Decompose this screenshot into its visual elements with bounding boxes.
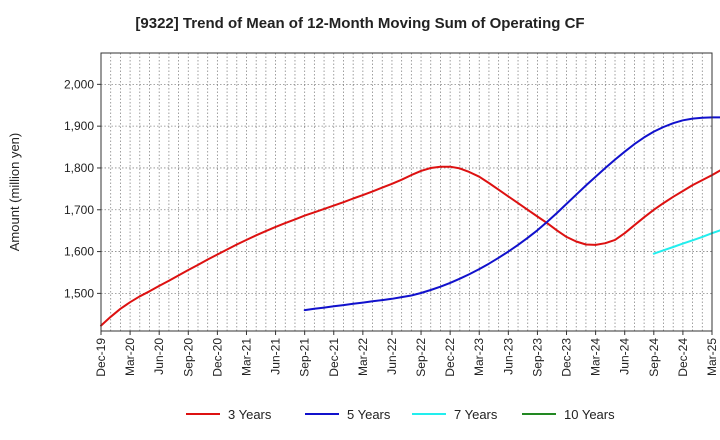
grid-lines [101,53,712,331]
y-tick-label: 1,700 [64,203,94,217]
x-tick-label: Dec-23 [560,338,574,377]
x-tick-label: Mar-20 [123,338,137,376]
series-layer [100,116,720,327]
y-tick-label: 1,500 [64,286,94,300]
x-tick-label: Mar-23 [472,338,486,376]
x-tick-label: Sep-24 [647,338,661,377]
legend-label: 10 Years [564,407,615,422]
x-tick-label: Sep-22 [414,338,428,377]
x-tick-label: Dec-21 [327,338,341,377]
x-axis-ticks: Dec-19 Mar-20 Jun-20 Sep-20 Dec-20 Mar-21 Jun-… [94,331,719,377]
x-tick-label: Mar-22 [356,338,370,376]
y-tick-label: 1,900 [64,119,94,133]
x-tick-label: Jun-20 [152,338,166,375]
x-tick-label: Mar-21 [239,338,253,376]
x-tick-label: Jun-23 [501,338,515,375]
plot-area-border [100,52,713,332]
y-tick-label: 1,800 [64,161,94,175]
x-tick-label: Sep-21 [298,338,312,377]
y-tick-label: 2,000 [64,77,94,91]
legend-label: 3 Years [228,407,272,422]
x-tick-label: Dec-22 [443,338,457,377]
x-tick-label: Sep-23 [530,338,544,377]
x-tick-label: Dec-19 [94,338,108,377]
x-tick-label: Sep-20 [181,338,195,377]
x-tick-label: Mar-25 [705,338,719,376]
series-line-5-years [303,116,720,312]
x-tick-label: Jun-21 [269,338,283,375]
x-tick-label: Jun-22 [385,338,399,375]
legend-label: 5 Years [347,407,391,422]
y-axis-ticks: 1,500 1,600 1,700 1,800 1,900 2,000 [64,77,101,300]
x-tick-label: Jun-24 [618,338,632,375]
chart-title: [9322] Trend of Mean of 12-Month Moving … [135,15,584,32]
x-tick-label: Dec-24 [676,338,690,377]
y-axis-label: Amount (million yen) [7,133,22,252]
series-line-3-years [100,165,720,327]
x-tick-label: Mar-24 [589,338,603,376]
legend-label: 7 Years [454,407,498,422]
y-tick-label: 1,600 [64,245,94,259]
series-line-7-years [652,229,720,255]
legend: 3 Years 5 Years 7 Years 10 Years [186,407,615,422]
x-tick-label: Dec-20 [210,338,224,377]
